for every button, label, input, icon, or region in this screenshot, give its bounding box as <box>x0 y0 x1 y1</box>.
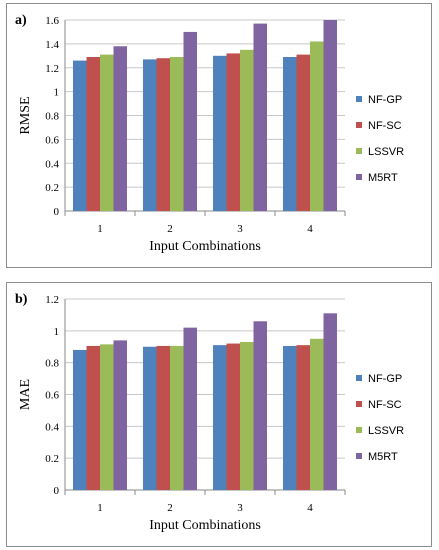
bar-lssvr-3 <box>240 49 254 211</box>
bar-nf-gp-3 <box>213 55 227 211</box>
legend-swatch-lssvr <box>356 427 362 433</box>
bar-nf-sc-2 <box>156 58 170 212</box>
y-tick-label: 1 <box>54 326 60 338</box>
bar-lssvr-4 <box>310 338 324 490</box>
x-axis-title: Input Combinations <box>149 518 261 533</box>
legend-label-nf-gp: NF-GP <box>368 94 402 106</box>
y-tick-label: 0.2 <box>45 453 59 465</box>
x-tick-label: 3 <box>237 223 243 235</box>
y-tick-label: 0 <box>54 206 60 218</box>
bar-lssvr-2 <box>170 345 184 490</box>
bar-nf-sc-3 <box>226 53 240 211</box>
x-tick-label: 4 <box>307 223 313 235</box>
x-tick-label: 2 <box>167 223 173 235</box>
legend-label-lssvr: LSSVR <box>368 146 404 158</box>
y-tick-label: 1.2 <box>45 63 59 75</box>
y-tick-label: 0.6 <box>45 134 59 146</box>
bar-m5rt-3 <box>253 321 267 490</box>
y-tick-label: 0.4 <box>45 421 59 433</box>
bar-m5rt-1 <box>113 46 127 212</box>
bar-nf-sc-1 <box>86 345 100 490</box>
y-tick-label: 0.6 <box>45 390 59 402</box>
y-axis-title: MAE <box>18 379 33 410</box>
bar-nf-gp-2 <box>143 59 157 211</box>
bar-nf-gp-3 <box>213 345 227 490</box>
legend-label-m5rt: M5RT <box>368 172 398 184</box>
y-tick-label: 1.2 <box>45 294 59 306</box>
panel-label: a) <box>15 13 27 28</box>
bar-nf-gp-2 <box>143 346 157 490</box>
x-tick-label: 4 <box>307 502 313 514</box>
legend-label-nf-sc: NF-SC <box>368 120 402 132</box>
y-tick-label: 0.8 <box>45 111 59 123</box>
legend-label-nf-sc: NF-SC <box>368 399 402 411</box>
bar-lssvr-1 <box>100 344 114 490</box>
bar-m5rt-2 <box>183 31 197 211</box>
y-tick-label: 0.2 <box>45 182 59 194</box>
bar-lssvr-1 <box>100 54 114 212</box>
y-tick-label: 1.4 <box>45 39 59 51</box>
legend-label-m5rt: M5RT <box>368 451 398 463</box>
x-tick-label: 3 <box>237 502 243 514</box>
chart-panel-mae: 0 0.2 0.4 0.6 0.8 1 1.2 1 2 3 4 Input Combinations M… <box>6 282 432 547</box>
bar-lssvr-4 <box>310 41 324 211</box>
bar-nf-sc-4 <box>296 54 310 212</box>
panel-label: b) <box>15 292 28 307</box>
y-tick-label: 0.4 <box>45 158 59 170</box>
legend-swatch-nf-sc <box>356 122 362 128</box>
bar-m5rt-1 <box>113 340 127 490</box>
x-tick-label: 1 <box>97 502 103 514</box>
y-tick-label: 0.8 <box>45 358 59 370</box>
mae-chart: 0 0.2 0.4 0.6 0.8 1 1.2 1 2 3 4 Input Combinations M… <box>15 292 404 533</box>
y-tick-label: 1.6 <box>45 15 59 27</box>
chart-panel-rmse: 0 0.2 0.4 0.6 0.8 1 1.2 1.4 1.6 1 2 3 4 Input Combina… <box>6 3 432 268</box>
legend-swatch-nf-sc <box>356 401 362 407</box>
rmse-chart: 0 0.2 0.4 0.6 0.8 1 1.2 1.4 1.6 1 2 3 4 Input Combina… <box>15 13 404 254</box>
legend-swatch-m5rt <box>356 174 362 180</box>
bar-m5rt-4 <box>323 313 337 490</box>
bar-nf-sc-1 <box>86 57 100 211</box>
x-tick-label: 1 <box>97 223 103 235</box>
bar-m5rt-2 <box>183 327 197 490</box>
y-tick-label: 0 <box>54 485 60 497</box>
bar-nf-gp-1 <box>73 349 87 490</box>
bar-nf-sc-3 <box>226 343 240 490</box>
bar-lssvr-2 <box>170 57 184 211</box>
legend-label-lssvr: LSSVR <box>368 425 404 437</box>
y-axis-title: RMSE <box>18 96 33 134</box>
legend-swatch-m5rt <box>356 453 362 459</box>
bar-nf-gp-4 <box>283 57 297 211</box>
legend-swatch-nf-gp <box>356 96 362 102</box>
bar-nf-gp-4 <box>283 345 297 490</box>
bar-m5rt-4 <box>323 20 337 211</box>
legend-label-nf-gp: NF-GP <box>368 373 402 385</box>
bar-nf-sc-2 <box>156 345 170 490</box>
legend-swatch-lssvr <box>356 148 362 154</box>
bar-m5rt-3 <box>253 23 267 211</box>
bar-nf-gp-1 <box>73 60 87 212</box>
bar-lssvr-3 <box>240 341 254 490</box>
legend-swatch-nf-gp <box>356 375 362 381</box>
y-tick-label: 1 <box>54 87 60 99</box>
x-axis-title: Input Combinations <box>149 239 261 254</box>
x-tick-label: 2 <box>167 502 173 514</box>
bar-nf-sc-4 <box>296 345 310 490</box>
